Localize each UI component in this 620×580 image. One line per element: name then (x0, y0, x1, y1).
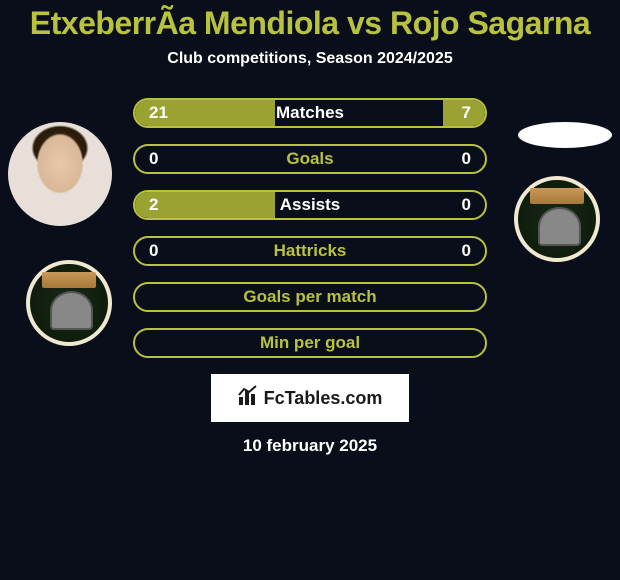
stat-row: 21 7 Matches (133, 98, 487, 128)
stat-value-right: 0 (462, 195, 471, 215)
stat-value-left: 0 (149, 241, 158, 261)
branding-box: FcTables.com (211, 374, 409, 422)
avatar-face-icon (8, 122, 112, 226)
player-avatar-left (8, 122, 112, 226)
stat-label: Assists (280, 195, 340, 215)
subtitle: Club competitions, Season 2024/2025 (0, 50, 620, 68)
stat-label: Goals (286, 149, 333, 169)
badge-icon (518, 180, 596, 258)
stat-value-right: 7 (462, 103, 471, 123)
stat-label: Min per goal (260, 333, 360, 353)
stat-row: 2 0 Assists (133, 190, 487, 220)
stat-row: Goals per match (133, 282, 487, 312)
badge-icon (30, 264, 108, 342)
club-badge-right (514, 176, 600, 262)
date-label: 10 february 2025 (0, 436, 620, 456)
stat-value-left: 0 (149, 149, 158, 169)
page-title: EtxeberrÃ­a Mendiola vs Rojo Sagarna (0, 5, 620, 42)
branding-label: FcTables.com (264, 388, 383, 409)
stat-value-left: 21 (149, 103, 168, 123)
stat-row: 0 0 Goals (133, 144, 487, 174)
stat-label: Hattricks (274, 241, 347, 261)
club-badge-left (26, 260, 112, 346)
chart-icon (238, 385, 260, 411)
stat-row: Min per goal (133, 328, 487, 358)
player-avatar-right (518, 122, 612, 148)
infographic-container: EtxeberrÃ­a Mendiola vs Rojo Sagarna Clu… (0, 0, 620, 580)
stat-label: Goals per match (243, 287, 376, 307)
stat-value-left: 2 (149, 195, 158, 215)
stats-area: 21 7 Matches 0 0 Goals 2 0 Assists 0 0 Hattricks Goa… (133, 98, 487, 358)
stat-row: 0 0 Hattricks (133, 236, 487, 266)
stat-value-right: 0 (462, 149, 471, 169)
stat-label: Matches (276, 103, 344, 123)
stat-value-right: 0 (462, 241, 471, 261)
